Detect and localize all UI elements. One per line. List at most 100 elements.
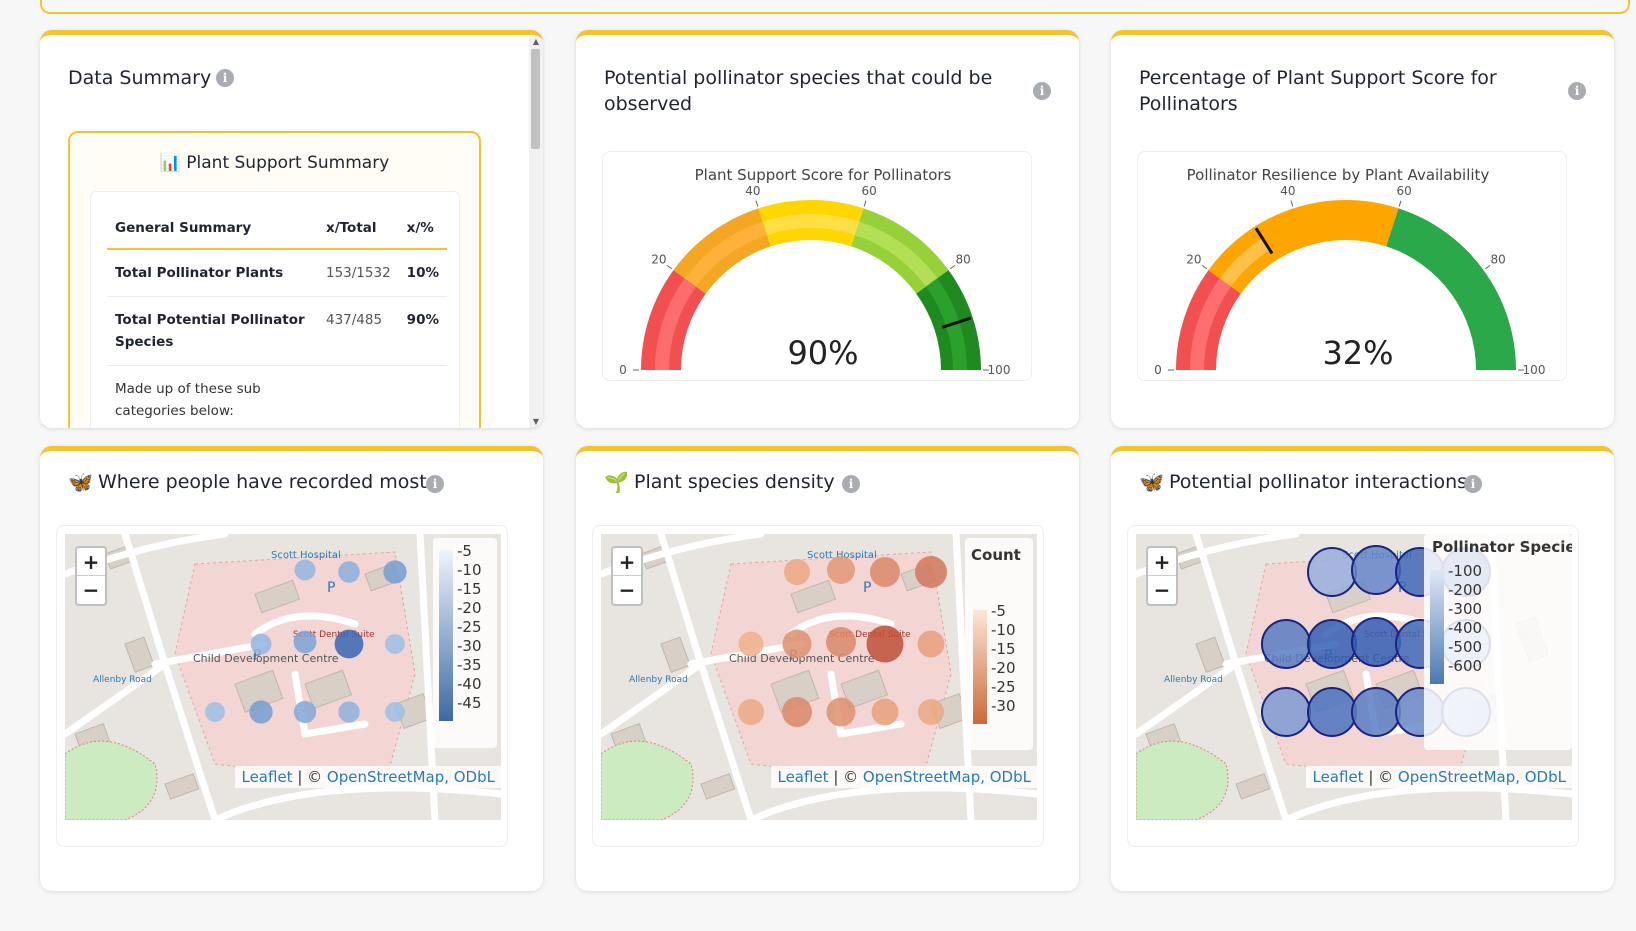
summary-table-container: General Summary x/Total x/% Total Pollin… (90, 191, 460, 428)
map-data-circle[interactable] (738, 699, 764, 725)
zoom-out-button[interactable]: − (82, 578, 100, 602)
zoom-in-button[interactable]: + (77, 548, 105, 576)
map-data-circle[interactable] (1261, 619, 1311, 669)
gauge-inner-band (655, 278, 697, 370)
leaflet-link[interactable]: Leaflet (1312, 768, 1364, 786)
info-icon[interactable]: i (426, 475, 444, 493)
info-icon[interactable]: i (216, 69, 234, 87)
legend-label: -25 (457, 618, 482, 636)
map-data-circle[interactable] (784, 559, 810, 585)
map-data-circle[interactable] (1307, 619, 1357, 669)
zoom-in-button[interactable]: + (1148, 548, 1176, 576)
map-label: P (253, 648, 261, 664)
road (65, 660, 169, 738)
gauge-chart: Pollinator Resilience by Plant Availabil… (1137, 151, 1567, 381)
leaflet-link[interactable]: Leaflet (777, 768, 829, 786)
summary-heading: 📊 Plant Support Summary (159, 153, 390, 173)
osm-link[interactable]: OpenStreetMap, ODbL (326, 768, 495, 786)
leaflet-link[interactable]: Leaflet (241, 768, 293, 786)
gauge-inner-band (1219, 238, 1270, 287)
row-label: Made up of these sub categories below: (107, 365, 318, 428)
zoom-out-button[interactable]: − (1153, 578, 1171, 602)
info-icon[interactable]: i (842, 475, 860, 493)
map-data-circle[interactable] (738, 631, 764, 657)
map-data-circle[interactable] (1261, 687, 1311, 737)
table-row: Total Potential Pollinator Species 437/4… (107, 296, 447, 366)
map-data-circle[interactable] (866, 625, 904, 663)
info-icon[interactable]: i (1033, 82, 1051, 100)
attribution-separator: | © (828, 768, 863, 786)
map-data-circle[interactable] (782, 697, 812, 727)
table-header-row: General Summary x/Total x/% (107, 208, 447, 250)
legend-label: -15 (457, 580, 482, 598)
map-data-circle[interactable] (1307, 687, 1357, 737)
map-data-circle[interactable] (249, 700, 273, 724)
map-legend: Pollinator Species -100 -200 -300 -400 -500-… (1424, 534, 1572, 750)
attribution-separator: | © (292, 768, 327, 786)
scrollbar-thumb[interactable] (531, 49, 540, 149)
row-percent (398, 365, 447, 428)
map-data-circle[interactable] (334, 629, 364, 659)
map-data-circle[interactable] (294, 559, 316, 581)
legend-scale: -5-10-15-20-25-30 (973, 602, 1016, 724)
map-data-circle[interactable] (871, 698, 899, 726)
map-data-circle[interactable] (782, 629, 812, 659)
map-data-circle[interactable] (205, 702, 225, 722)
gauge-tick (1201, 264, 1208, 270)
gauge-tick (666, 264, 673, 270)
building (164, 773, 200, 800)
info-icon[interactable]: i (1464, 475, 1482, 493)
plant-support-summary-box: 📊 Plant Support Summary General Summary … (68, 131, 481, 428)
map-data-circle[interactable] (338, 561, 360, 583)
map-label: Scott Hospital (807, 550, 877, 561)
card-title: 🦋 Potential pollinator interactions (1139, 469, 1467, 495)
osm-link[interactable]: OpenStreetMap, ODbL (1397, 768, 1566, 786)
zoom-out-button[interactable]: − (618, 578, 636, 602)
gauge-tick (1398, 200, 1402, 207)
map-data-circle[interactable] (293, 630, 317, 654)
scroll-down-icon[interactable]: ▼ (532, 417, 540, 426)
gauge-band (1208, 200, 1399, 294)
legend-label: -10 (991, 621, 1016, 639)
zoom-control[interactable]: + − (75, 546, 107, 606)
map-data-circle[interactable] (250, 633, 272, 655)
map-data-circle[interactable] (385, 634, 405, 654)
road (747, 784, 1037, 820)
map-data-circle[interactable] (1351, 687, 1401, 737)
zoom-in-button[interactable]: + (613, 548, 641, 576)
scroll-up-icon[interactable]: ▲ (532, 37, 540, 46)
map-data-circle[interactable] (1307, 547, 1357, 597)
map-data-circle[interactable] (870, 557, 900, 587)
building (1235, 773, 1271, 800)
osm-link[interactable]: OpenStreetMap, ODbL (862, 768, 1031, 786)
map-data-circle[interactable] (826, 627, 856, 657)
road (787, 612, 895, 638)
seedling-icon: 🌱 (604, 470, 629, 494)
card-title: Potential pollinator species that could … (604, 67, 993, 115)
scrollbar[interactable]: ▲ ▼ (529, 35, 543, 428)
map-data-circle[interactable] (918, 699, 944, 725)
legend-gradient (439, 550, 453, 721)
map-data-circle[interactable] (293, 700, 317, 724)
legend-label: -200 (1448, 581, 1482, 599)
row-ratio: 153/1532 (317, 249, 399, 297)
map-data-circle[interactable] (917, 630, 945, 658)
map-data-circle[interactable] (826, 697, 856, 727)
map-data-circle[interactable] (383, 560, 407, 584)
zoom-control[interactable]: + − (1146, 546, 1178, 606)
map-attribution: Leaflet | © OpenStreetMap, ODbL (235, 766, 501, 788)
map-data-circle[interactable] (827, 556, 855, 584)
map-data-circle[interactable] (1351, 545, 1401, 595)
zoom-control[interactable]: + − (611, 546, 643, 606)
map-data-circle[interactable] (1351, 617, 1401, 667)
info-icon[interactable]: i (1568, 82, 1586, 100)
map-data-circle[interactable] (385, 702, 405, 722)
legend-label: -20 (457, 599, 482, 617)
map-data-circle[interactable] (338, 701, 360, 723)
gauge-tick-label: 0 (619, 363, 627, 377)
map-data-circle[interactable] (915, 556, 947, 588)
